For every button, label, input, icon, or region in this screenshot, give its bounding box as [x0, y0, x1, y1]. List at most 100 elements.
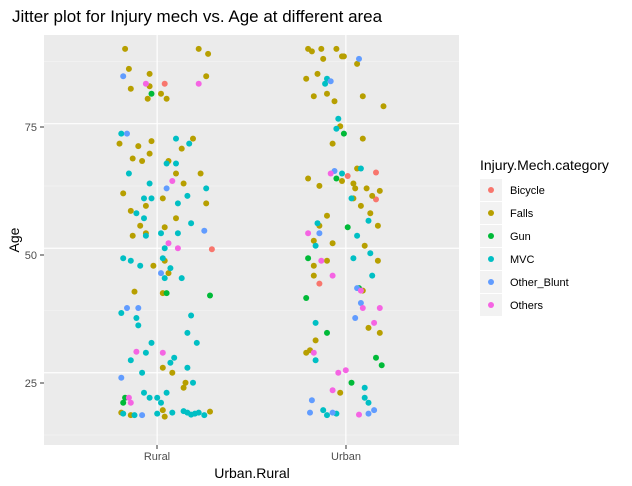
point-mvc — [167, 359, 174, 366]
point-falls — [359, 93, 366, 100]
legend-label-gun: Gun — [510, 231, 531, 243]
point-mvc — [118, 130, 125, 137]
point-mvc — [201, 412, 208, 419]
point-gun — [333, 175, 340, 182]
point-others — [357, 287, 364, 294]
point-mvc — [133, 315, 140, 321]
point-mvc — [127, 257, 134, 264]
point-mvc — [163, 389, 170, 396]
point-mvc — [312, 357, 319, 364]
point-falls — [374, 222, 381, 229]
point-falls — [158, 90, 164, 97]
point-others — [327, 170, 334, 177]
point-falls — [333, 45, 340, 52]
legend: Injury.Mech.category Bicycle Falls Gun MVC O… — [480, 157, 609, 316]
point-mvc — [312, 319, 319, 326]
point-other-blunt — [135, 305, 142, 311]
point-gun — [344, 224, 351, 231]
point-others — [329, 387, 336, 394]
point-mvc — [125, 170, 132, 177]
point-falls — [159, 407, 166, 414]
point-mvc — [193, 339, 200, 346]
y-axis-title: Age — [6, 227, 22, 252]
point-mvc — [142, 349, 149, 356]
point-gun — [207, 292, 213, 299]
point-falls — [161, 224, 168, 231]
legend-marker-mvc — [488, 256, 494, 262]
point-others — [335, 369, 342, 376]
point-other-blunt — [307, 409, 313, 416]
point-mvc — [320, 407, 327, 414]
y-axis: 25 50 75 — [25, 122, 37, 390]
point-falls — [159, 364, 166, 371]
point-mvc — [184, 364, 191, 371]
legend-label-bicycle: Bicycle — [510, 185, 545, 197]
point-mvc — [120, 255, 127, 262]
point-mvc — [184, 329, 191, 336]
point-others — [305, 230, 312, 237]
point-mvc — [357, 165, 364, 172]
point-bicycle — [208, 246, 215, 253]
point-gun — [324, 329, 330, 336]
point-others — [195, 80, 202, 87]
point-mvc — [367, 250, 374, 257]
point-mvc — [188, 312, 195, 319]
legend-label-falls: Falls — [510, 208, 534, 220]
point-mvc — [339, 170, 345, 177]
point-others — [376, 305, 383, 311]
point-falls — [207, 408, 213, 415]
point-falls — [365, 324, 372, 331]
point-falls — [180, 180, 187, 187]
point-bicycle — [161, 80, 168, 87]
point-falls — [205, 50, 212, 57]
point-others — [165, 240, 172, 247]
point-mvc — [169, 409, 176, 416]
point-others — [133, 348, 140, 355]
point-gun — [340, 130, 347, 137]
point-falls — [137, 222, 144, 229]
point-falls — [129, 155, 136, 162]
point-other-blunt — [329, 409, 336, 416]
point-falls — [316, 182, 323, 189]
point-mvc — [195, 409, 202, 416]
point-falls — [305, 175, 312, 182]
point-mvc — [333, 125, 340, 132]
point-mvc — [335, 115, 342, 122]
point-falls — [135, 143, 142, 150]
point-other-blunt — [371, 407, 378, 414]
point-falls — [314, 70, 321, 77]
point-others — [169, 178, 176, 184]
legend-title: Injury.Mech.category — [480, 157, 609, 173]
point-falls — [303, 75, 310, 82]
point-falls — [310, 93, 317, 100]
point-falls — [369, 192, 376, 199]
point-falls — [122, 45, 129, 52]
point-falls — [329, 140, 336, 147]
point-mvc — [163, 160, 170, 167]
point-other-blunt — [316, 230, 323, 237]
legend-marker-bicycle — [488, 187, 494, 193]
point-falls — [150, 262, 157, 269]
point-mvc — [173, 135, 179, 142]
point-falls — [376, 329, 383, 336]
point-falls — [203, 73, 210, 80]
point-others — [127, 399, 134, 406]
data-points — [116, 45, 387, 420]
point-mvc — [148, 195, 155, 202]
point-falls — [146, 150, 153, 157]
point-mvc — [148, 339, 155, 346]
point-falls — [161, 413, 168, 420]
point-mvc — [203, 185, 210, 192]
point-mvc — [133, 210, 140, 217]
point-mvc — [365, 399, 372, 406]
point-gun — [120, 399, 127, 406]
point-falls — [142, 202, 149, 209]
point-falls — [165, 270, 172, 277]
point-falls — [139, 158, 146, 164]
y-tick-label-50: 50 — [25, 250, 37, 262]
point-gun — [305, 255, 312, 262]
point-falls — [374, 257, 381, 264]
point-falls — [203, 200, 210, 207]
point-bicycle — [344, 173, 351, 179]
